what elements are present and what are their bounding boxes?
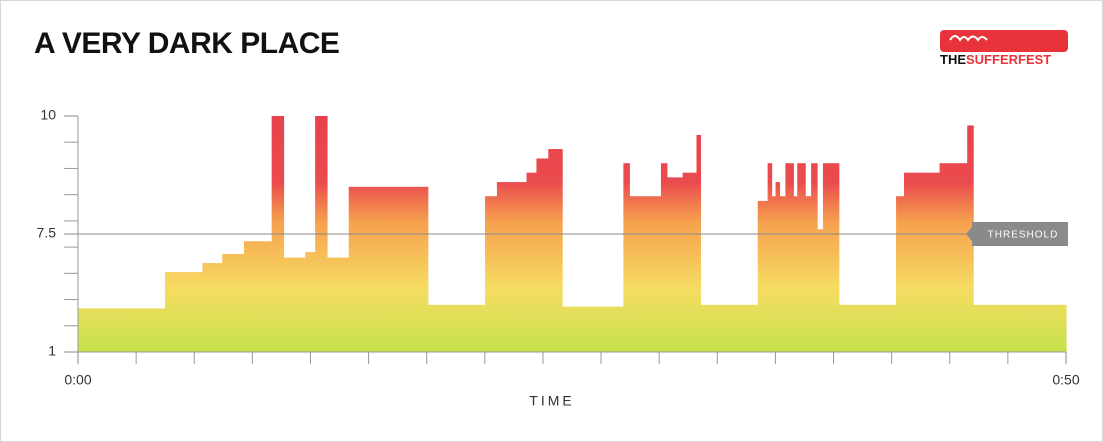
step — [326, 257, 350, 352]
step — [939, 163, 968, 352]
step — [629, 196, 662, 352]
step — [78, 308, 166, 352]
step — [822, 163, 840, 352]
step — [896, 196, 905, 352]
step — [973, 304, 1067, 352]
x-axis-label: TIME — [529, 393, 574, 409]
step — [793, 196, 798, 352]
x-tick-label: 0:50 — [1052, 372, 1079, 388]
step — [562, 306, 624, 352]
logo-badge — [940, 30, 1068, 52]
step — [427, 304, 486, 352]
threshold-tag — [966, 222, 1068, 246]
step — [903, 172, 941, 352]
step — [660, 163, 668, 352]
step — [305, 252, 316, 352]
y-tick-label: 7.5 — [37, 225, 57, 241]
logo: THESUFFERFEST — [940, 30, 1068, 67]
step — [485, 196, 498, 352]
step — [838, 304, 897, 352]
y-tick-label: 10 — [40, 107, 56, 123]
logo-the: THE — [940, 52, 966, 67]
step — [757, 200, 769, 352]
step — [496, 182, 528, 352]
y-tick-label: 1 — [48, 343, 56, 359]
step — [811, 163, 818, 352]
step — [202, 263, 223, 352]
area — [78, 116, 1067, 352]
threshold-label: THRESHOLD — [988, 230, 1059, 241]
step — [797, 163, 806, 352]
step — [696, 134, 702, 352]
step — [771, 196, 777, 352]
step — [775, 182, 781, 352]
x-tick-label: 0:00 — [64, 372, 91, 388]
logo-name: SUFFERFEST — [966, 52, 1051, 67]
step — [666, 177, 684, 352]
step — [283, 257, 306, 352]
step — [785, 163, 794, 352]
step — [348, 186, 429, 352]
step — [623, 163, 630, 352]
step — [805, 196, 812, 352]
logo-mark — [949, 35, 988, 42]
step — [222, 253, 245, 352]
step — [536, 158, 549, 352]
step — [682, 172, 698, 352]
step — [526, 172, 538, 352]
step — [779, 196, 787, 352]
logo-text: THESUFFERFEST — [940, 52, 1051, 67]
step — [548, 149, 563, 352]
step — [817, 229, 824, 352]
step — [164, 272, 204, 352]
step — [767, 163, 773, 352]
step — [700, 304, 759, 352]
step — [243, 241, 273, 352]
chart-title: A VERY DARK PLACE — [34, 27, 339, 60]
